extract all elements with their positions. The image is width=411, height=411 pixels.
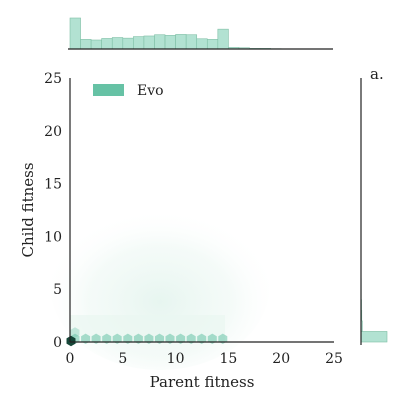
marginal-x-bar: [80, 39, 92, 50]
legend-swatch-evo: [93, 84, 124, 96]
x-tick-labels: 0 5 10 15 20 25: [66, 351, 343, 367]
x-axis-label: Parent fitness: [150, 373, 255, 391]
density-cloud: [50, 200, 270, 370]
hexbin-cell-peak: [66, 335, 76, 347]
marginal-x-bar: [143, 35, 155, 50]
marginal-x-bar: [164, 35, 176, 50]
legend-label-evo: Evo: [137, 83, 164, 99]
marginal-x-bar: [217, 28, 229, 50]
y-tick-label: 5: [53, 282, 62, 298]
marginal-x-bar: [196, 38, 208, 50]
density-cloud-main: [50, 200, 270, 370]
marginal-y-histogram: [360, 278, 388, 343]
marginal-x-bar: [111, 37, 124, 50]
x-tick-label: 5: [118, 351, 127, 367]
marginal-x-bar: [175, 34, 187, 50]
y-tick-label: 10: [44, 229, 62, 245]
x-tick-label: 10: [167, 351, 185, 367]
legend: Evo: [93, 83, 164, 99]
marginal-x-bar: [90, 39, 102, 50]
marginal-y-bar: [360, 331, 388, 343]
marginal-x-bar: [133, 36, 145, 50]
marginal-x-histogram: [69, 17, 282, 50]
y-axis-label: Child fitness: [19, 162, 37, 257]
marginal-x-bar: [101, 38, 113, 50]
marginal-x-bar: [122, 37, 134, 50]
marginal-x-bar: [185, 34, 198, 50]
x-tick-label: 20: [272, 351, 290, 367]
x-tick-label: 25: [325, 351, 343, 367]
x-tick-label: 0: [66, 351, 75, 367]
y-tick-label: 20: [44, 124, 62, 140]
y-tick-label: 0: [53, 335, 62, 351]
y-tick-label: 15: [44, 177, 62, 193]
y-tick-labels: 0 5 10 15 20 25: [44, 71, 62, 351]
marginal-x-bar: [206, 39, 219, 50]
y-tick-label: 25: [44, 71, 62, 87]
main-axes: [69, 78, 334, 343]
hexbin-cell: [70, 327, 80, 338]
marginal-x-bar: [69, 17, 81, 50]
x-tick-label: 15: [219, 351, 237, 367]
marginal-x-bar: [154, 34, 166, 50]
panel-label: a.: [370, 65, 384, 83]
